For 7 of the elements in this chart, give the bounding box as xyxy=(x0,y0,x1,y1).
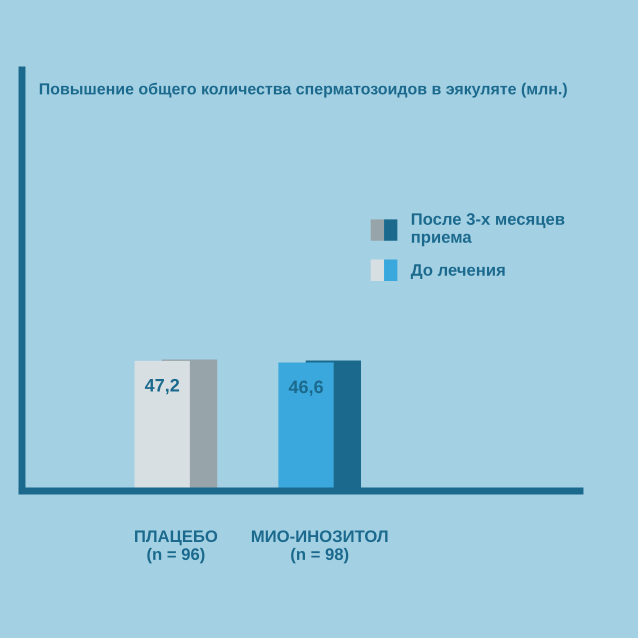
data-label: 47,2 xyxy=(144,378,180,394)
x-tick-label: МИО-ИНОЗИТОЛ (n = 98) xyxy=(252,530,388,564)
data-label: 46,6 xyxy=(288,380,323,396)
chart-title: Повышение общего количества сперматозоидов в эякуляте (млн.) xyxy=(40,82,567,98)
legend-label: После 3-х месяцев приема xyxy=(412,213,564,246)
legend-label: До лечения xyxy=(410,264,505,280)
x-tick-label: ПЛАЦЕБО (n = 96) xyxy=(135,530,218,564)
